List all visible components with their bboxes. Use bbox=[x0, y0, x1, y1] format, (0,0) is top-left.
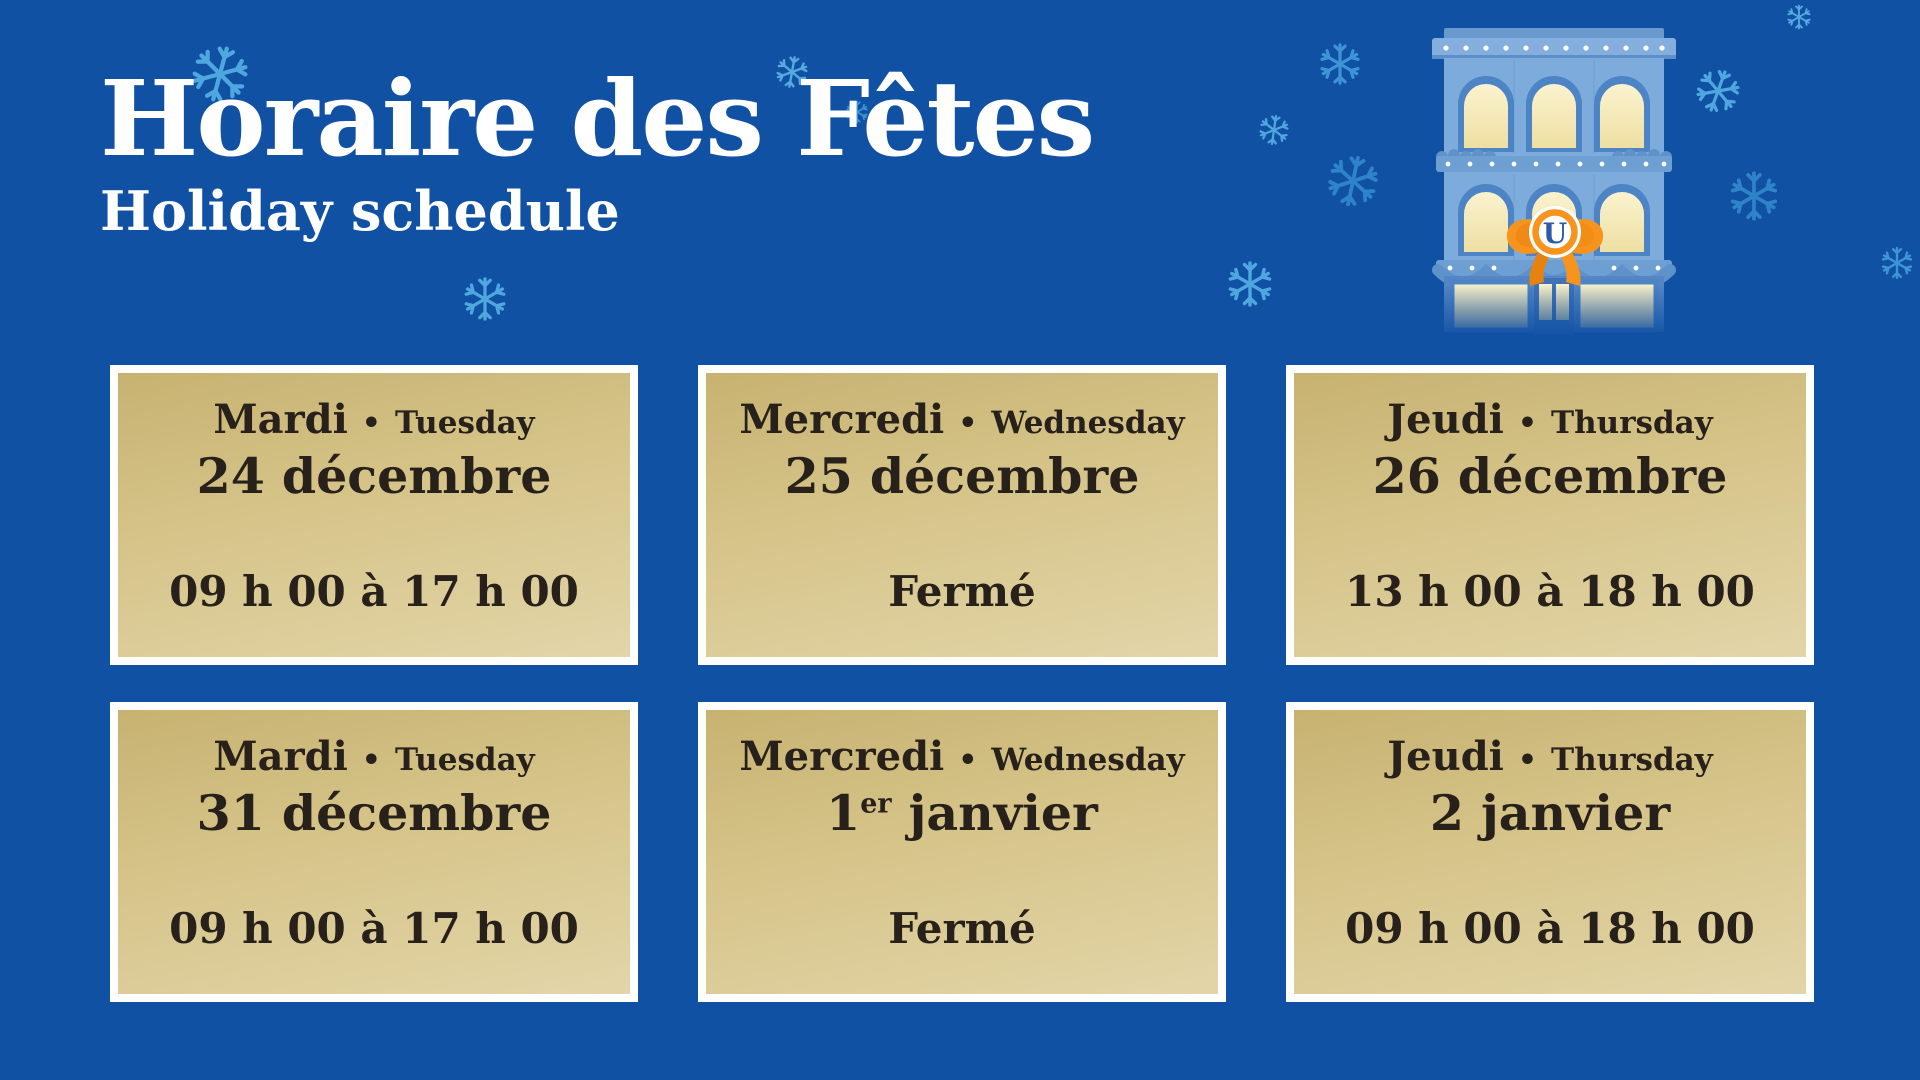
page-subtitle: Holiday schedule bbox=[100, 178, 620, 243]
snowflake-icon bbox=[1728, 170, 1780, 222]
snowflake-icon bbox=[1318, 42, 1362, 86]
bullet-separator: • bbox=[361, 743, 381, 778]
day-line: Mercredi • Wednesday bbox=[739, 399, 1184, 441]
day-en: Wednesday bbox=[991, 405, 1185, 441]
snowflake-icon bbox=[1786, 4, 1812, 30]
bullet-separator: • bbox=[958, 743, 978, 778]
snowflake-icon bbox=[1226, 260, 1274, 308]
day-en: Tuesday bbox=[394, 742, 535, 778]
day-fr: Mardi bbox=[213, 396, 348, 443]
day-line: Jeudi • Thursday bbox=[1387, 736, 1713, 778]
date-line: 26 décembre bbox=[1372, 447, 1728, 505]
schedule-card-jan-2: Jeudi • Thursday 2 janvier 09 h 00 à 18 … bbox=[1286, 702, 1814, 1002]
bullet-separator: • bbox=[1517, 743, 1538, 778]
date-line: 25 décembre bbox=[784, 447, 1140, 505]
bullet-separator: • bbox=[958, 406, 978, 441]
day-fr: Jeudi bbox=[1387, 733, 1504, 780]
hours-line: 13 h 00 à 18 h 00 bbox=[1345, 567, 1755, 616]
store-logo: U bbox=[1529, 206, 1581, 258]
day-fr: Mardi bbox=[213, 733, 348, 780]
bullet-separator: • bbox=[361, 406, 381, 441]
day-en: Thursday bbox=[1551, 405, 1713, 441]
store-logo-letter: U bbox=[1543, 217, 1567, 250]
hours-line: Fermé bbox=[888, 904, 1036, 953]
day-line: Mardi • Tuesday bbox=[213, 399, 534, 441]
snowflake-icon bbox=[1689, 62, 1748, 121]
hours-line: 09 h 00 à 17 h 00 bbox=[169, 904, 579, 953]
date-line: 2 janvier bbox=[1429, 784, 1671, 842]
schedule-cards-grid: Mardi • Tuesday 24 décembre 09 h 00 à 17… bbox=[110, 365, 1814, 1002]
page-title: Horaire des Fêtes bbox=[100, 57, 1095, 180]
snowflake-icon bbox=[1880, 246, 1914, 280]
day-line: Mardi • Tuesday bbox=[213, 736, 534, 778]
hours-line: 09 h 00 à 17 h 00 bbox=[169, 567, 579, 616]
upper-floor bbox=[1444, 58, 1664, 156]
building-fade bbox=[1428, 284, 1680, 338]
bullet-separator: • bbox=[1517, 406, 1538, 441]
snowflake-icon bbox=[462, 276, 508, 322]
day-line: Jeudi • Thursday bbox=[1387, 399, 1713, 441]
day-fr: Jeudi bbox=[1387, 396, 1504, 443]
roof bbox=[1432, 28, 1676, 59]
day-en: Wednesday bbox=[991, 742, 1185, 778]
schedule-card-dec-31: Mardi • Tuesday 31 décembre 09 h 00 à 17… bbox=[110, 702, 638, 1002]
date-line: 1er janvier bbox=[826, 784, 1098, 842]
store-building-illustration: U bbox=[1428, 28, 1680, 338]
schedule-card-jan-1: Mercredi • Wednesday 1er janvier Fermé bbox=[698, 702, 1226, 1002]
schedule-card-dec-26: Jeudi • Thursday 26 décembre 13 h 00 à 1… bbox=[1286, 365, 1814, 665]
arched-windows-row-1 bbox=[1458, 76, 1650, 152]
snowflake-icon bbox=[1256, 112, 1292, 148]
day-en: Thursday bbox=[1551, 742, 1713, 778]
date-line: 31 décembre bbox=[196, 784, 552, 842]
hours-line: Fermé bbox=[888, 567, 1036, 616]
day-line: Mercredi • Wednesday bbox=[739, 736, 1184, 778]
schedule-card-dec-25: Mercredi • Wednesday 25 décembre Fermé bbox=[698, 365, 1226, 665]
day-en: Tuesday bbox=[394, 405, 535, 441]
day-fr: Mercredi bbox=[739, 733, 945, 780]
day-fr: Mercredi bbox=[739, 396, 945, 443]
date-line: 24 décembre bbox=[196, 447, 552, 505]
schedule-card-dec-24: Mardi • Tuesday 24 décembre 09 h 00 à 17… bbox=[110, 365, 638, 665]
ledge-garland-1 bbox=[1436, 149, 1672, 172]
hours-line: 09 h 00 à 18 h 00 bbox=[1345, 904, 1755, 953]
snowflake-icon bbox=[1321, 149, 1385, 213]
header: Horaire des Fêtes Holiday schedule bbox=[100, 57, 1095, 243]
